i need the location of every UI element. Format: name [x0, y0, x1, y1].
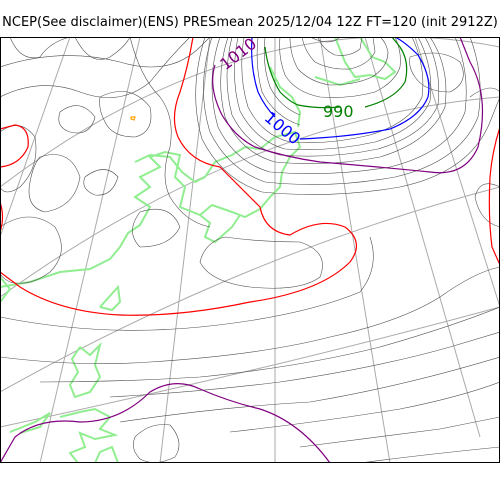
graticule [0, 36, 500, 464]
coastline-segment [68, 341, 102, 399]
isobar [99, 91, 152, 138]
isobar-990 [364, 36, 408, 108]
isobar-1000 [299, 36, 430, 140]
isobar [195, 36, 500, 195]
coastline-segment [199, 214, 241, 244]
isobar-1020 [0, 124, 29, 168]
map-background [0, 37, 500, 463]
longitude-line [159, 36, 211, 464]
latitude-line [0, 96, 500, 298]
longitude-line [364, 36, 481, 438]
pressure-map: 1010 990 1000 1020 [0, 34, 500, 464]
isobars-low-center [195, 36, 500, 195]
contour-label-1020: 1020 [496, 153, 500, 195]
isobar [0, 266, 500, 364]
isobar [0, 236, 374, 331]
isobar-1020 [488, 126, 500, 266]
isobar [129, 36, 211, 228]
isobar-990 [264, 46, 341, 109]
coastline-segment [314, 76, 361, 87]
isobar [234, 36, 432, 150]
isobar [317, 36, 363, 56]
latitude-line [0, 306, 500, 428]
isobar [226, 36, 440, 157]
isobar [279, 36, 401, 98]
coastline-segment [269, 66, 302, 128]
isobar [199, 236, 323, 289]
map-title: NCEP(See disclaimer)(ENS) PRESmean 2025/… [2, 15, 498, 30]
isobar [28, 154, 81, 213]
isobar [58, 105, 96, 134]
coastline-segment [94, 445, 119, 464]
isobar [83, 169, 119, 196]
latitude-line [0, 186, 500, 393]
isobar [289, 36, 389, 86]
isobar [359, 446, 500, 464]
isobar-1000 [251, 36, 276, 118]
coastline-segment [0, 130, 302, 288]
isobar [256, 36, 301, 126]
isobar [39, 306, 500, 383]
isobar [203, 36, 481, 185]
low-marker [130, 116, 136, 121]
coastline-segment [0, 276, 12, 303]
isobar [0, 216, 62, 284]
isobar [309, 36, 341, 43]
coastline-segment [334, 36, 397, 81]
isobar [119, 356, 500, 423]
coastline-segment [59, 407, 119, 464]
isobars-default [0, 36, 500, 464]
coastline-segment [99, 284, 122, 312]
isobar-1020 [0, 36, 357, 316]
contour-label-990: 990 [323, 102, 354, 121]
isobar-1010 [212, 36, 484, 174]
isobar [74, 36, 131, 60]
isobar [109, 331, 500, 398]
isobar [132, 208, 181, 248]
coastline [0, 36, 397, 464]
isobar [0, 36, 211, 68]
isobar [409, 52, 464, 93]
isobar [241, 36, 424, 143]
longitude-line [414, 36, 500, 308]
isobar [0, 36, 191, 98]
longitude-line [39, 36, 141, 464]
isobar [263, 36, 301, 116]
isobar [229, 381, 500, 433]
isobar-1010 [0, 383, 331, 464]
map-panel: 1010 990 1000 1020 [0, 34, 500, 464]
isobar [133, 424, 180, 463]
isobar [211, 36, 467, 174]
isobar [9, 36, 71, 59]
isobar [301, 36, 376, 70]
isobar [469, 87, 500, 98]
isobar [299, 416, 500, 448]
coastline-segment [9, 412, 51, 434]
